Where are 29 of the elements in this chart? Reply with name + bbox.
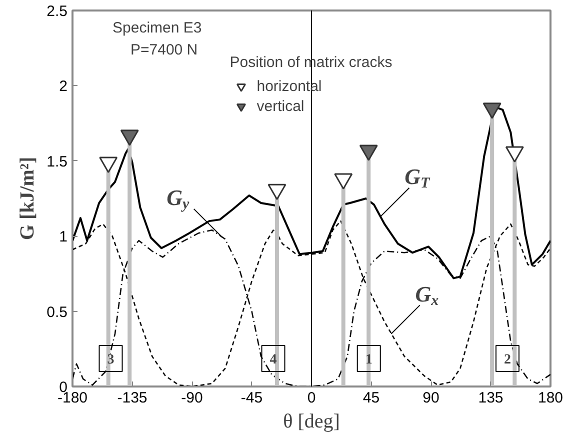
annotation: 1 <box>365 352 372 368</box>
y-tick-label: 0.5 <box>46 304 68 321</box>
annotation: 3 <box>107 352 114 368</box>
point <box>99 156 118 173</box>
x-tick-label: 90 <box>422 390 440 406</box>
annotation: 4 <box>270 352 277 368</box>
x-tick-label: 0 <box>307 390 316 406</box>
y-axis-title: G [kJ/m²] <box>16 156 39 240</box>
y-tick-label: 2 <box>59 78 68 96</box>
point <box>505 146 524 162</box>
x-tick-label: -90 <box>181 390 203 406</box>
x-tick-label: 135 <box>478 390 504 406</box>
y-tick-label: 2.5 <box>46 3 68 20</box>
point <box>359 144 378 161</box>
point <box>334 173 353 190</box>
annotation: 2 <box>504 352 511 368</box>
annotation: P=7400 N <box>130 42 198 58</box>
y-tick-label: 1 <box>59 228 68 246</box>
x-tick-label: -45 <box>240 390 263 406</box>
point <box>120 130 139 146</box>
x-tick-label: 45 <box>362 390 380 406</box>
point <box>482 102 502 119</box>
y-tick-label: 1.5 <box>46 153 68 170</box>
point <box>268 184 286 200</box>
x-axis-title: θ [deg] <box>283 410 340 432</box>
legend-label: vertical <box>256 98 304 114</box>
x-tick-label: -135 <box>117 390 148 406</box>
annotation: Specimen E3 <box>112 20 202 36</box>
x-tick-label: 180 <box>538 390 564 406</box>
